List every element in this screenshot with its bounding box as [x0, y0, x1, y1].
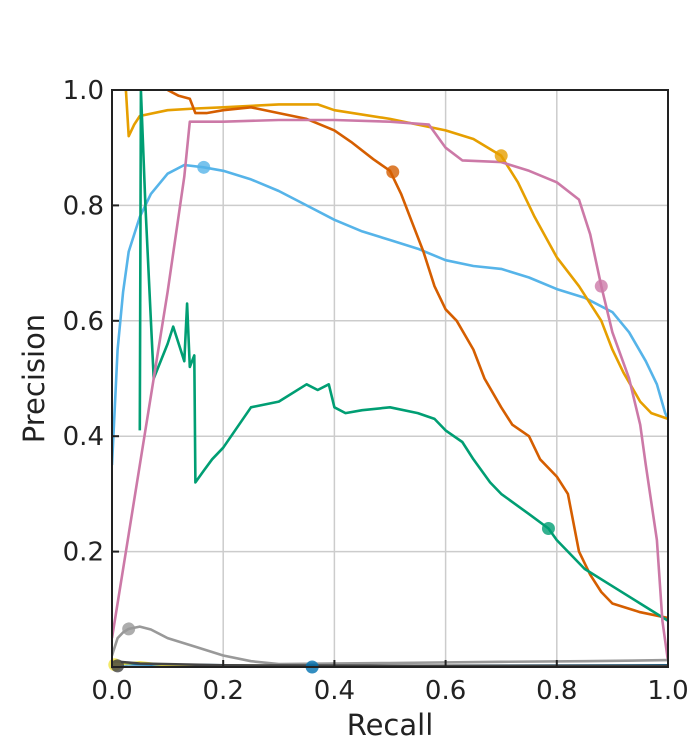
- x-tick-label: 1.0: [647, 676, 688, 706]
- series-marker-3: [386, 165, 400, 179]
- series-marker-1: [197, 160, 211, 174]
- x-tick-label: 0.6: [425, 676, 466, 706]
- series-line-2: [124, 89, 668, 421]
- plot-frame: [111, 89, 669, 668]
- x-axis: 0.0 0.2 0.4 0.6 0.8 1.0: [91, 660, 689, 706]
- x-tick-label: 0.8: [536, 676, 577, 706]
- x-tick-label: 0.4: [314, 676, 355, 706]
- series-line-3: [166, 89, 668, 620]
- x-axis-title: Recall: [347, 708, 434, 742]
- y-tick-label: 0.4: [63, 422, 104, 452]
- series-line-1: [112, 163, 668, 466]
- series-marker-5: [594, 279, 608, 293]
- series-line-6: [112, 625, 668, 666]
- y-tick-label: 0.2: [63, 538, 104, 568]
- series-marker-9: [111, 659, 125, 673]
- series-marker-4: [541, 522, 555, 536]
- series-marker-2: [494, 149, 508, 163]
- x-tick-label: 0.0: [91, 676, 132, 706]
- y-axis: 0.2 0.4 0.6 0.8 1.0: [63, 76, 119, 568]
- y-tick-label: 0.8: [63, 191, 104, 221]
- grid: [112, 90, 668, 667]
- series-layer: [108, 89, 668, 674]
- y-tick-label: 1.0: [63, 76, 104, 106]
- series-line-4: [138, 89, 668, 622]
- y-axis-title: Precision: [17, 314, 51, 443]
- series-marker-6: [122, 622, 136, 636]
- y-tick-label: 0.6: [63, 307, 104, 337]
- x-tick-label: 0.2: [203, 676, 244, 706]
